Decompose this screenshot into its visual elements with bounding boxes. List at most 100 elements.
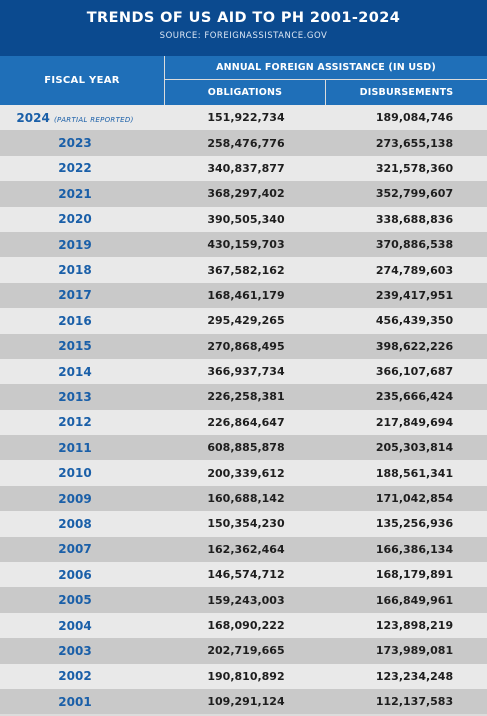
table-row: 2018 367,582,162 274,789,603 [0,257,487,283]
table-row: 2013 226,258,381 235,666,424 [0,384,487,410]
year-label: 2023 [58,136,92,151]
table-row: 2019 430,159,703 370,886,538 [0,231,487,258]
year-label: 2003 [58,643,92,658]
disbursements-cell: 366,107,687 [375,365,454,379]
table-row: 2017 168,461,179 239,417,951 [0,282,487,309]
table-row: 2022 340,837,877 321,578,360 [0,155,487,182]
disbursements-cell: 235,666,424 [375,390,454,404]
obligations-cell: 340,837,877 [207,161,285,175]
year-cell: 2008 [0,517,150,531]
disbursements-cell: 166,386,134 [375,542,454,556]
disbursements-cell: 239,417,951 [375,288,454,302]
table-row: 2021 368,297,402 352,799,607 [0,181,487,207]
header-annual-assistance: ANNUAL FOREIGN ASSISTANCE (IN USD) [165,56,487,79]
table-row: 2002 190,810,892 123,234,248 [0,663,487,689]
table-row: 2024 (PARTIAL REPORTED) 151,922,734 189,08… [0,105,487,131]
year-cell: 2003 [0,644,150,658]
disbursements-cell: 321,578,360 [375,161,454,175]
year-cell: 2015 [0,339,150,353]
year-cell: 2014 [0,365,150,379]
year-label: 2009 [58,491,92,506]
year-cell: 2009 [0,492,150,506]
disbursements-cell: 205,303,814 [375,441,454,455]
table-row: 2023 258,476,776 273,655,138 [0,130,487,156]
obligations-cell: 162,362,464 [207,542,285,556]
disbursements-cell: 352,799,607 [375,187,454,201]
disbursements-cell: 188,561,341 [375,466,454,480]
obligations-cell: 226,864,647 [207,415,285,429]
obligations-cell: 160,688,142 [207,492,285,506]
year-label: 2016 [58,313,92,328]
year-cell: 2024 (PARTIAL REPORTED) [0,111,150,125]
obligations-cell: 150,354,230 [207,517,285,531]
disbursements-cell: 135,256,936 [375,517,454,531]
table-row: 2014 366,937,734 366,107,687 [0,358,487,385]
disbursements-cell: 189,084,746 [375,111,454,125]
table-row: 2012 226,864,647 217,849,694 [0,409,487,436]
year-cell: 2004 [0,619,150,633]
table-body: 2024 (PARTIAL REPORTED) 151,922,734 189,08… [0,105,487,715]
disbursements-cell: 166,849,961 [375,593,454,607]
table-row: 2011 608,885,878 205,303,814 [0,435,487,461]
year-label: 2010 [58,466,92,481]
chart-title: TRENDS OF US AID TO PH 2001-2024 [86,10,401,26]
year-cell: 2005 [0,593,150,607]
year-cell: 2012 [0,415,150,429]
year-label: 2006 [58,567,92,582]
year-cell: 2023 [0,136,150,150]
obligations-cell: 258,476,776 [207,136,285,150]
table-row: 2008 150,354,230 135,256,936 [0,511,487,537]
disbursements-cell: 456,439,350 [375,314,454,328]
disbursements-cell: 217,849,694 [375,415,454,429]
year-cell: 2021 [0,187,150,201]
disbursements-cell: 274,789,603 [375,263,454,277]
year-note: (PARTIAL REPORTED) [53,115,134,124]
disbursements-cell: 171,042,854 [375,492,454,506]
table-row: 2003 202,719,665 173,989,081 [0,638,487,664]
title-banner: TRENDS OF US AID TO PH 2001-2024 SOURCE:… [0,0,487,56]
year-cell: 2020 [0,212,150,226]
table-row: 2001 109,291,124 112,137,583 [0,688,487,715]
year-label: 2018 [58,263,92,278]
year-label: 2007 [58,542,92,557]
header-obligations: OBLIGATIONS [165,80,325,105]
disbursements-cell: 168,179,891 [375,568,454,582]
year-label: 2001 [58,694,92,709]
disbursements-cell: 398,622,226 [375,339,454,353]
year-cell: 2022 [0,161,150,175]
year-cell: 2006 [0,568,150,582]
year-label: 2017 [58,288,92,303]
obligations-cell: 200,339,612 [207,466,285,480]
obligations-cell: 226,258,381 [207,390,285,404]
year-cell: 2017 [0,288,150,302]
year-label: 2008 [58,516,92,531]
table-row: 2006 146,574,712 168,179,891 [0,562,487,588]
year-label: 2005 [58,593,92,608]
year-label: 2002 [58,669,92,684]
table-row: 2020 390,505,340 338,688,836 [0,206,487,232]
obligations-cell: 202,719,665 [207,644,285,658]
year-label: 2014 [58,364,92,379]
year-cell: 2013 [0,390,150,404]
year-cell: 2001 [0,695,150,709]
year-cell: 2010 [0,466,150,480]
disbursements-cell: 112,137,583 [375,695,454,709]
obligations-cell: 109,291,124 [207,695,285,709]
obligations-cell: 270,868,495 [207,339,285,353]
source-note: SOURCE: FOREIGNASSISTANCE.GOV [159,31,328,41]
disbursements-cell: 123,234,248 [375,669,454,683]
year-cell: 2016 [0,314,150,328]
table-row: 2007 162,362,464 166,386,134 [0,536,487,563]
table-row: 2004 168,090,222 123,898,219 [0,612,487,639]
year-cell: 2002 [0,669,150,683]
disbursements-cell: 338,688,836 [375,212,454,226]
table-row: 2010 200,339,612 188,561,341 [0,460,487,486]
table-row: 2016 295,429,265 456,439,350 [0,308,487,334]
obligations-cell: 146,574,712 [207,568,285,582]
obligations-cell: 159,243,003 [207,593,285,607]
obligations-cell: 390,505,340 [207,212,285,226]
obligations-cell: 366,937,734 [207,365,285,379]
year-cell: 2018 [0,263,150,277]
obligations-cell: 295,429,265 [207,314,285,328]
header-disbursements: DISBURSEMENTS [326,80,487,105]
